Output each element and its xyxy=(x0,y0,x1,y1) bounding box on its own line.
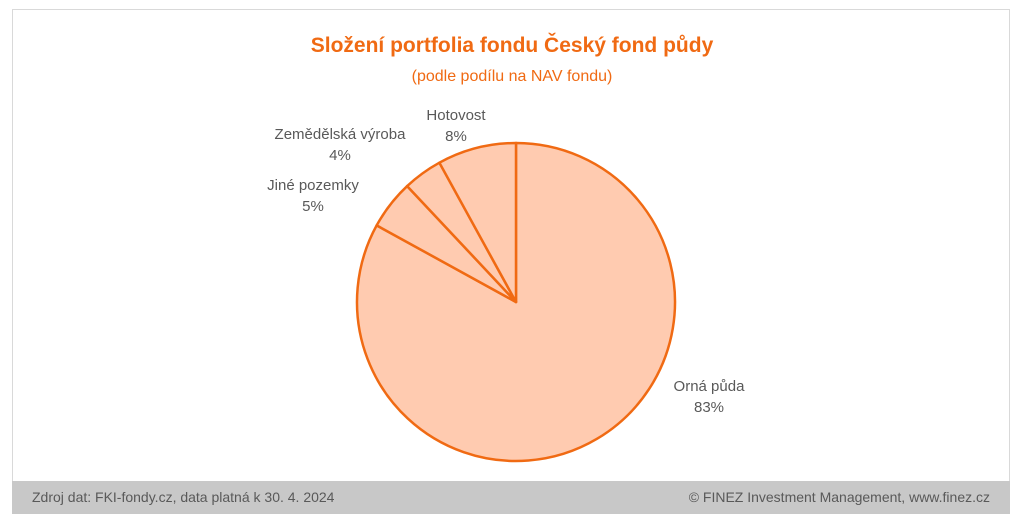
slice-label-value: 5% xyxy=(302,198,324,215)
slice-label-category: Orná půda xyxy=(674,378,746,395)
chart-title: Složení portfolia fondu Český fond půdy xyxy=(310,34,714,57)
slice-label-category: Jiné pozemky xyxy=(267,177,359,194)
slice-label-value: 8% xyxy=(445,128,467,145)
slice-label-category: Zemědělská výroba xyxy=(275,126,407,143)
pie-slice-4 xyxy=(438,141,518,304)
pie-slices xyxy=(355,141,677,463)
slice-label-category: Hotovost xyxy=(426,107,486,124)
footer-copyright: © FINEZ Investment Management, www.finez… xyxy=(688,489,990,505)
pie-labels: Orná půda 83% Jiné pozemky 5% Zemědělská výr… xyxy=(267,107,745,416)
footer-bar: Zdroj dat: FKI-fondy.cz, data platná k 3… xyxy=(12,481,1010,514)
slice-label-value: 4% xyxy=(329,147,351,164)
slice-label-value: 83% xyxy=(694,399,724,416)
chart-subtitle: (podle podílu na NAV fondu) xyxy=(411,68,613,85)
footer-source: Zdroj dat: FKI-fondy.cz, data platná k 3… xyxy=(32,489,335,505)
